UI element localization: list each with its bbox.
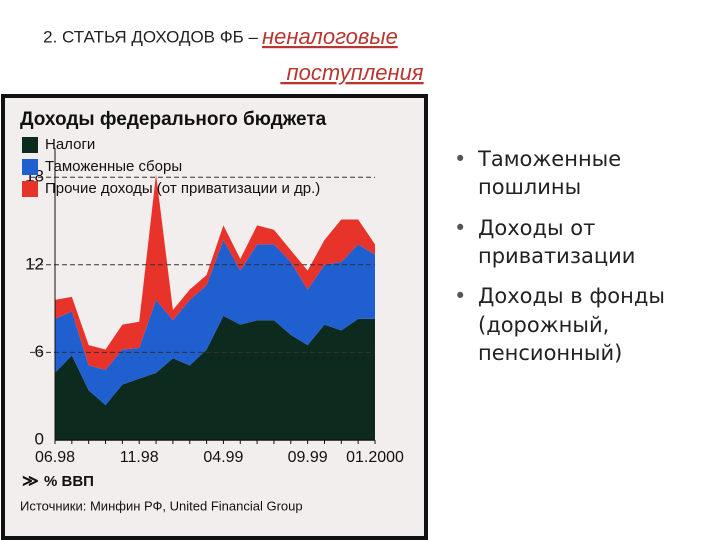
chart-title: Доходы федерального бюджета: [20, 109, 327, 130]
legend-swatch: [22, 159, 38, 175]
slide-title: 2. СТАТЬЯ ДОХОДОВ ФБ –: [43, 27, 258, 46]
bullet-list: Таможенные пошлины Доходы от приватизаци…: [450, 145, 700, 379]
legend-swatch: [22, 181, 38, 197]
source: Источники: Минфин РФ, United Financial G…: [20, 498, 303, 513]
x-tick-label: 06.98: [35, 449, 75, 466]
area: [55, 315, 375, 440]
legend-swatch: [22, 137, 38, 153]
area: [55, 174, 375, 370]
y-unit-icon: ≫: [22, 473, 39, 490]
x-tick-label: 11.98: [120, 449, 159, 466]
y-tick-label: 12: [25, 254, 44, 273]
bullet: Таможенные пошлины: [450, 145, 700, 202]
x-tick-label: 09.99: [288, 449, 328, 466]
slide-title-emphasis: неналоговые поступления: [262, 24, 424, 85]
y-axis-label: % ВВП: [44, 473, 94, 490]
area: [55, 239, 375, 405]
legend-label: Налоги: [45, 136, 95, 153]
bullet: Доходы от приватизации: [450, 214, 700, 271]
x-tick-label: 04.99: [203, 449, 243, 466]
plot: [55, 174, 375, 440]
y-tick-label: 0: [35, 429, 44, 448]
x-tick-label: 01.2000: [346, 449, 404, 466]
y-tick-label: 6: [35, 342, 44, 361]
legend-label: Прочие доходы (от приватизации и др.): [45, 180, 320, 197]
legend-label: Таможенные сборы: [45, 158, 182, 175]
bullet: Доходы в фонды (дорожный, пенсионный): [450, 282, 700, 367]
